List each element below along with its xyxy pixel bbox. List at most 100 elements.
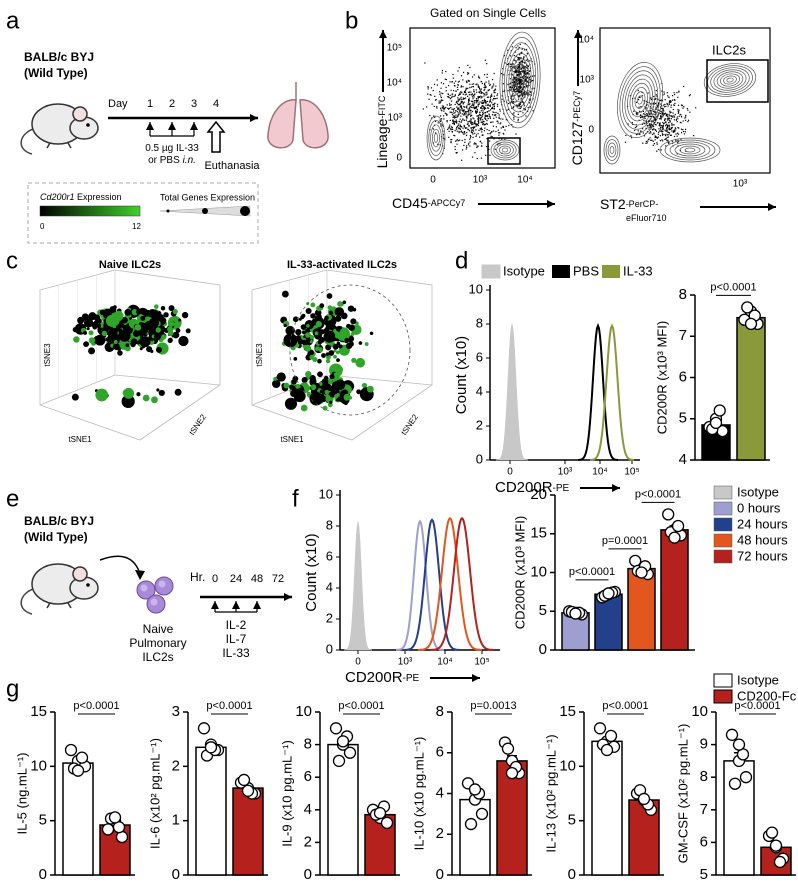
event-dot [458, 123, 460, 125]
event-dot [664, 103, 666, 106]
tsne-cell [356, 389, 362, 395]
tsne-cell [178, 318, 182, 322]
event-dot [517, 63, 519, 65]
event-dot [530, 75, 532, 77]
event-dot [637, 113, 639, 115]
label: tSNE1 [68, 435, 92, 444]
event-dot [440, 123, 442, 125]
event-dot [514, 51, 516, 53]
event-dot [509, 83, 511, 85]
tsne-cell [154, 333, 161, 341]
event-dot [519, 81, 521, 83]
event-dot [492, 104, 494, 106]
euthanasia-arrow [206, 120, 226, 153]
event-dot [447, 107, 449, 109]
event-dot [667, 127, 669, 129]
event-dot [488, 114, 490, 116]
ilc2-nucleus [150, 598, 158, 606]
event-dot [491, 106, 494, 108]
event-dot [666, 139, 668, 142]
arrow-head [284, 593, 292, 601]
event-dot [654, 113, 656, 116]
event-dot [683, 85, 685, 88]
tsne-cell [292, 316, 299, 323]
event-dot [468, 94, 470, 96]
tsne-cell [304, 344, 312, 352]
event-dot [516, 82, 518, 84]
event-dot [491, 102, 493, 104]
event-dot [467, 114, 469, 116]
event-dot [468, 97, 470, 99]
tsne-cell [178, 335, 189, 347]
arrow-head [768, 203, 776, 211]
event-dot [682, 107, 684, 109]
legend-swatch [602, 265, 620, 278]
text-part: CD45 [392, 195, 428, 211]
event-dot [677, 112, 679, 114]
event-dot [440, 82, 443, 84]
event-dot [456, 120, 458, 122]
event-dot [523, 61, 525, 64]
event-dot [467, 144, 470, 146]
label: IL-7 [226, 632, 247, 646]
event-dot [452, 122, 454, 124]
event-dot [520, 82, 522, 84]
event-dot [477, 105, 479, 107]
event-dot [471, 130, 473, 132]
event-dot [464, 141, 466, 143]
tsne-cell [324, 389, 330, 395]
event-dot [448, 96, 450, 99]
histogram-curve [589, 323, 635, 461]
gate [487, 137, 521, 165]
event-dot [484, 101, 486, 104]
tsne-cell [317, 371, 323, 378]
event-dot [527, 93, 529, 95]
event-dot [684, 116, 687, 118]
event-dot [518, 88, 520, 90]
event-dot [489, 100, 492, 103]
event-dot [513, 78, 515, 80]
event-dot [631, 122, 633, 124]
event-dot [469, 134, 471, 137]
event-dot [509, 55, 512, 57]
event-dot [647, 115, 649, 117]
tsne-cell [81, 317, 85, 322]
event-dot [504, 62, 506, 64]
legend-swatch [713, 549, 733, 564]
event-dot [671, 140, 673, 142]
event-dot [454, 95, 456, 97]
event-dot [669, 101, 671, 103]
event-dot [517, 96, 520, 98]
event-dot [509, 66, 511, 68]
event-dot [499, 132, 501, 134]
event-dot [677, 126, 679, 129]
event-dot [486, 100, 489, 102]
event-dot [660, 130, 662, 132]
mouse-icon [20, 563, 99, 615]
event-dot [473, 96, 475, 98]
tsne-cell [297, 395, 303, 401]
event-dot [521, 67, 523, 69]
tsne-cell [335, 334, 340, 339]
event-dot [492, 99, 494, 101]
event-dot [480, 97, 482, 99]
data-point [668, 531, 681, 544]
tsne-cell [142, 394, 150, 402]
event-dot [457, 108, 459, 110]
event-dot [471, 132, 474, 134]
label: 2 [169, 98, 175, 110]
event-dot [482, 102, 484, 105]
data-point [336, 735, 350, 748]
event-dot [517, 104, 519, 107]
label: 0 [40, 222, 45, 231]
event-dot [674, 99, 676, 101]
event-dot [678, 127, 680, 129]
event-dot [680, 132, 683, 134]
tsne-box [39, 269, 221, 441]
tsne-cell [108, 314, 120, 327]
event-dot [472, 104, 474, 106]
ilc2-nucleus [158, 580, 166, 588]
event-dot [459, 108, 461, 111]
contour [506, 47, 534, 113]
event-dot [658, 130, 661, 132]
